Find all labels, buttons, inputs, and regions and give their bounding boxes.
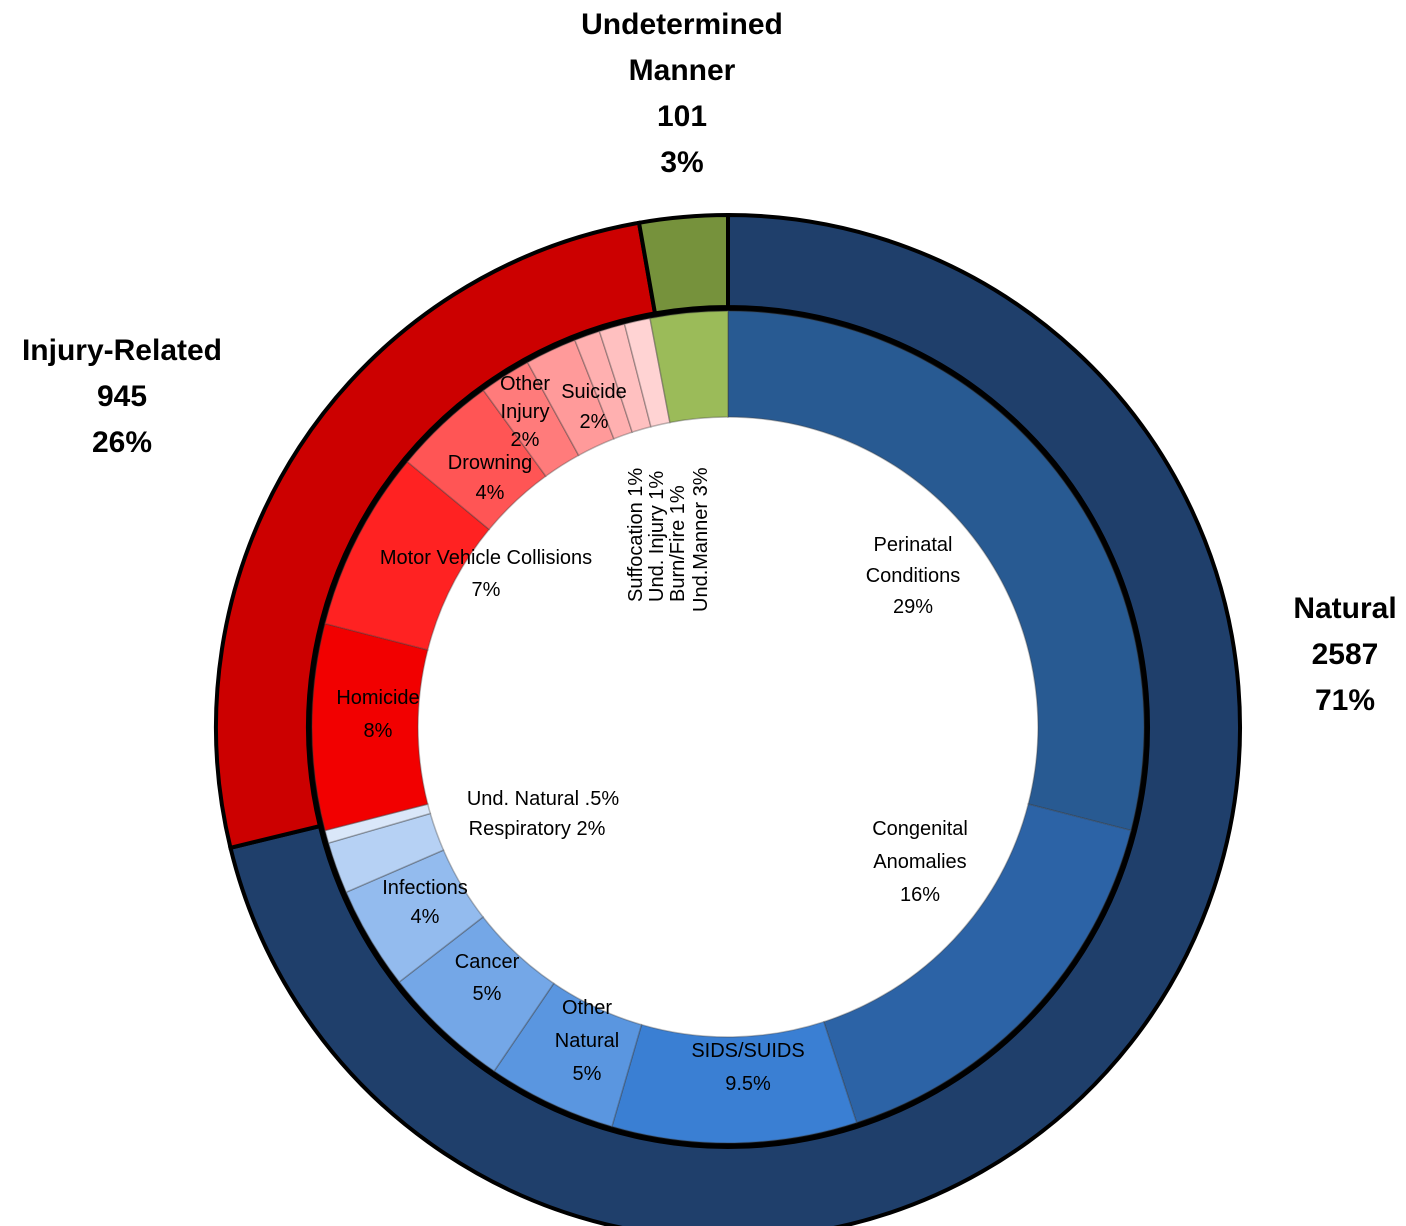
outer-labels: Natural 2587 71% Injury-Related 945 26% Undete… xyxy=(22,8,1397,717)
inner-slice-suicide xyxy=(526,339,615,457)
inner-label-motor-vehicle-collisions: Motor Vehicle Collisions 7% xyxy=(380,547,592,601)
inner-labels: Perinatal Conditions 29% Congenital Anomalie… xyxy=(336,373,967,1095)
inner-slice-und-injury xyxy=(598,323,652,434)
inner-slice-infections xyxy=(345,849,485,984)
inner-label-suicide: Suicide 2% xyxy=(561,381,627,433)
inner-slice-und-manner xyxy=(649,310,729,424)
inner-label-congenital-anomalies: Congenital Anomalies 16% xyxy=(872,818,968,906)
inner-slice-homicide xyxy=(311,622,429,832)
inner-slice-und-natural xyxy=(324,803,432,844)
outer-slice-undetermined-manner xyxy=(636,212,730,316)
outer-label-natural: Natural 2587 71% xyxy=(1293,592,1396,717)
inner-label-suffocation: Suffocation 1% xyxy=(625,468,647,602)
inner-label-cancer: Cancer 5% xyxy=(455,951,520,1005)
inner-label-homicide: Homicide 8% xyxy=(336,687,419,742)
outer-label-injury-related: Injury-Related 945 26% xyxy=(22,334,222,459)
inner-label-drowning: Drowning 4% xyxy=(448,452,532,504)
inner-label-other-injury: Other Injury 2% xyxy=(500,373,550,451)
inner-label-burn-fire: Burn/Fire 1% xyxy=(667,485,689,602)
inner-label-und-manner: Und.Manner 3% xyxy=(690,467,712,612)
inner-slice-other-natural xyxy=(493,982,643,1128)
inner-slice-drowning xyxy=(406,389,547,531)
inner-label-und-injury: Und. Injury 1% xyxy=(646,471,668,602)
inner-ring xyxy=(311,310,1145,1144)
inner-label-sids-suids: SIDS/SUIDS 9.5% xyxy=(691,1040,804,1095)
inner-label-und-natural: Und. Natural .5% xyxy=(467,788,620,810)
inner-label-perinatal-conditions: Perinatal Conditions 29% xyxy=(866,534,961,618)
inner-slice-other-injury xyxy=(482,361,580,478)
inner-slice-congenital-anomalies xyxy=(822,803,1132,1124)
inner-label-infections: Infections 4% xyxy=(382,877,468,928)
inner-slice-respiratory xyxy=(327,812,445,894)
inner-slice-perinatal-conditions xyxy=(727,310,1145,832)
inner-slice-burn-fire xyxy=(623,317,671,428)
inner-label-other-natural: Other Natural 5% xyxy=(555,997,619,1085)
ring-divider xyxy=(307,306,1149,1148)
inner-label-respiratory: Respiratory 2% xyxy=(469,818,606,840)
outer-label-undetermined-manner: Undetermined Manner 101 3% xyxy=(581,8,783,179)
inner-slice-motor-vehicle-collisions xyxy=(324,460,491,651)
